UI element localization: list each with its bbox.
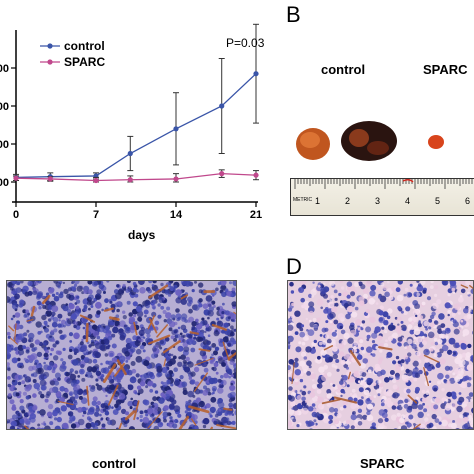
tumor-label-control: control	[321, 62, 366, 77]
ruler-number: 4	[405, 196, 411, 206]
y-tick-label: 00	[0, 101, 9, 113]
histology-texture-control	[7, 281, 236, 429]
tumor-label-sparc: SPARC	[423, 62, 468, 77]
data-point-control	[253, 71, 259, 77]
data-point-sparc	[93, 177, 99, 184]
x-tick-label: 7	[93, 209, 99, 221]
data-point-sparc	[47, 176, 53, 182]
cell-cluster	[7, 281, 236, 429]
series-line-control	[15, 73, 257, 179]
ruler-ticks	[294, 179, 473, 189]
p-value-annotation: P=0.03	[226, 36, 265, 50]
legend-marker	[47, 59, 53, 65]
data-point-sparc	[173, 176, 179, 182]
cell-cluster	[288, 281, 473, 429]
data-point-control	[173, 126, 179, 132]
ruler-number: 5	[435, 196, 441, 206]
data-point-sparc	[127, 177, 133, 183]
legend-marker	[47, 43, 53, 49]
histology-image-control	[6, 280, 237, 430]
chart-series	[13, 23, 259, 184]
y-tick-label: 00	[0, 63, 9, 75]
histology-image-sparc	[287, 280, 474, 430]
ruler-number: 3	[375, 196, 381, 206]
x-tick-label: 21	[250, 209, 262, 221]
legend-label: control	[64, 39, 105, 53]
x-tick-label: 0	[13, 209, 19, 221]
chart-axes: 00000000071421	[0, 30, 262, 221]
histology-texture-sparc	[288, 281, 473, 429]
legend-label: SPARC	[64, 55, 105, 69]
panel-b-letter: B	[286, 2, 301, 27]
data-point-control	[127, 150, 133, 157]
x-axis-label: days	[128, 228, 156, 242]
chart-legend: control SPARC	[40, 39, 105, 69]
y-tick-label: 00	[0, 177, 9, 189]
data-point-control	[219, 103, 225, 109]
data-point-sparc	[253, 172, 259, 178]
data-point-sparc	[13, 175, 19, 181]
ruler-number: 1	[315, 196, 321, 206]
caption-sparc: SPARC	[360, 456, 405, 471]
blood-vessels	[8, 284, 236, 429]
ruler: METRIC 1 2 3 4 5 6	[290, 178, 474, 216]
y-tick-label: 00	[0, 139, 9, 151]
ruler-number: 6	[465, 196, 471, 206]
x-tick-label: 14	[170, 209, 183, 221]
ruler-metric-label: METRIC	[293, 197, 313, 203]
data-point-sparc	[219, 171, 225, 177]
blood-vessels	[291, 284, 473, 429]
tumor-illustration	[296, 121, 444, 161]
panel-d-letter: D	[286, 254, 302, 279]
ruler-number: 2	[345, 196, 351, 206]
caption-control: control	[92, 456, 137, 471]
